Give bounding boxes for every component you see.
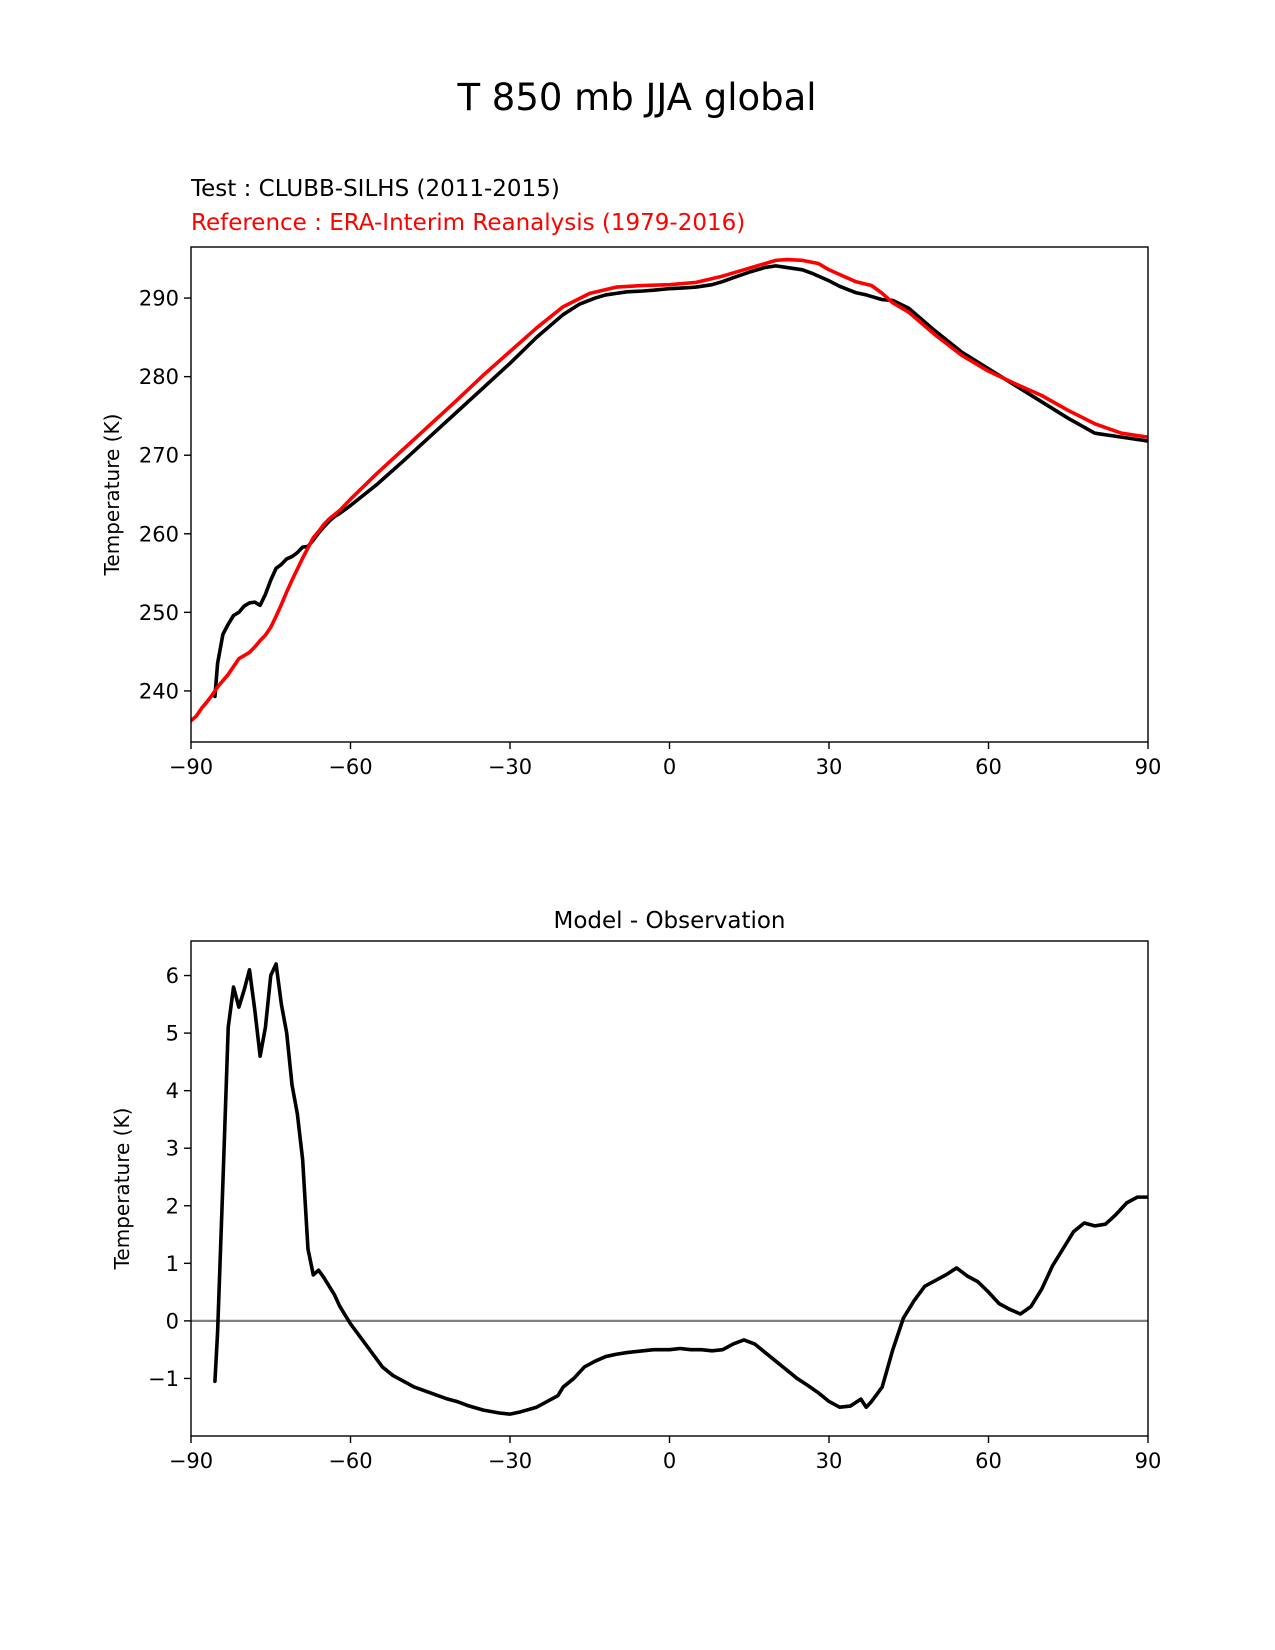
- reference-series-line: [191, 257, 1148, 723]
- x-tick-label: −90: [169, 1449, 213, 1473]
- x-tick-label: 90: [1135, 1449, 1162, 1473]
- y-tick-label: 1: [166, 1252, 179, 1276]
- y-tick-label: 6: [166, 964, 179, 988]
- y-tick-label: 250: [139, 601, 179, 625]
- test-series-line: [213, 264, 1148, 699]
- climatology-panel: −90 −60 −30 0 30 60 90 240 250 260 270 280 290 Temper…: [100, 246, 1162, 779]
- x-tick-label: 30: [816, 755, 843, 779]
- y-tick-label: 0: [166, 1309, 179, 1333]
- x-tick-label: 0: [663, 1449, 676, 1473]
- plot-frame: [190, 940, 1149, 1437]
- x-tick-label: 60: [975, 1449, 1002, 1473]
- difference-series-line: [213, 962, 1148, 1416]
- y-tick-label: 2: [166, 1194, 179, 1218]
- test-label: Test : CLUBB-SILHS (2011-2015): [190, 176, 560, 202]
- y-tick-label: 3: [166, 1137, 179, 1161]
- reference-label: Reference : ERA-Interim Reanalysis (1979…: [191, 210, 745, 236]
- x-tick-label: −60: [328, 1449, 372, 1473]
- x-tick-label: 30: [816, 1449, 843, 1473]
- y-tick-label: 5: [166, 1022, 179, 1046]
- difference-panel: −90 −60 −30 0 30 60 90 −1 0 1 2 3 4 5 6 Temperature (K): [110, 940, 1162, 1473]
- y-axis-label: Temperature (K): [110, 1108, 134, 1271]
- x-tick-label: −30: [488, 755, 532, 779]
- x-tick-label: 60: [975, 755, 1002, 779]
- y-tick-label: 260: [139, 522, 179, 546]
- x-tick-label: −30: [488, 1449, 532, 1473]
- y-tick-label: −1: [148, 1367, 179, 1391]
- x-tick-label: 90: [1135, 755, 1162, 779]
- plot-frame: [190, 246, 1149, 743]
- y-tick-label: 4: [166, 1079, 179, 1103]
- x-tick-label: 0: [663, 755, 676, 779]
- difference-panel-title: Model - Observation: [553, 908, 785, 934]
- y-tick-label: 290: [139, 287, 179, 311]
- x-tick-label: −60: [328, 755, 372, 779]
- figure-title: T 850 mb JJA global: [456, 76, 816, 119]
- y-tick-label: 240: [139, 679, 179, 703]
- y-axis-label: Temperature (K): [100, 414, 124, 577]
- y-tick-label: 280: [139, 365, 179, 389]
- x-tick-label: −90: [169, 755, 213, 779]
- y-tick-label: 270: [139, 444, 179, 468]
